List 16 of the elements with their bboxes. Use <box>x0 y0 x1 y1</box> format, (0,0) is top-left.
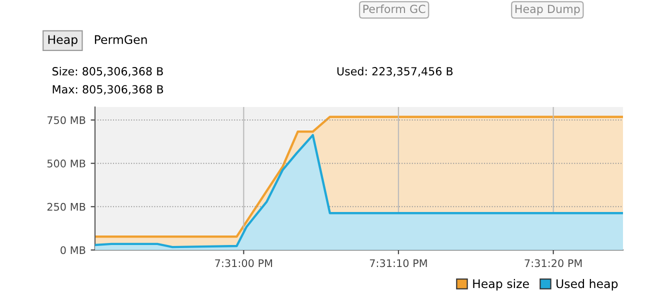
x-tick-label: 7:31:00 PM <box>215 259 272 268</box>
y-tick-label: 0 MB <box>60 246 86 254</box>
y-tick-label: 750 MB <box>48 116 86 124</box>
text: Heap <box>48 35 78 46</box>
text: PermGen <box>94 35 147 44</box>
text: Perform GC <box>363 4 426 14</box>
x-tick-label: 7:31:10 PM <box>370 259 427 268</box>
text: Heap Dump <box>515 4 580 16</box>
x-tick-label: 7:31:20 PM <box>524 259 582 268</box>
y-tick-label: 250 MB <box>47 202 86 211</box>
text: Max: 805,306,368 B <box>52 85 164 95</box>
text: Size: 805,306,368 B <box>52 66 163 77</box>
legend-label: Heap size <box>473 279 529 290</box>
legend-label: Used heap <box>556 279 618 290</box>
y-tick-label: 500 MB <box>47 160 86 168</box>
text: Used: 223,357,456 B <box>337 66 453 77</box>
